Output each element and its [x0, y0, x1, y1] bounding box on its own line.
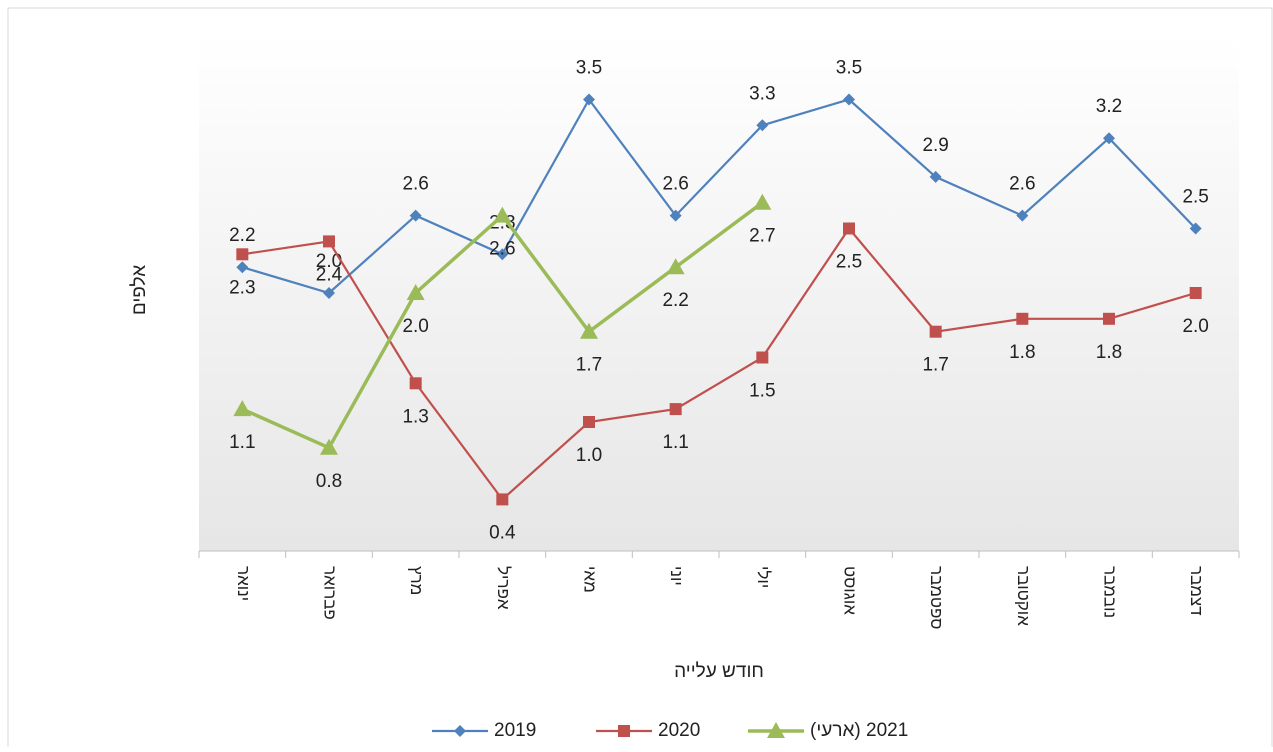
marker — [1016, 312, 1029, 325]
data-label: 1.1 — [662, 432, 688, 453]
marker — [1189, 287, 1202, 299]
marker — [1103, 132, 1115, 145]
marker — [323, 235, 335, 248]
marker — [1103, 312, 1115, 325]
data-label: 0.8 — [316, 471, 342, 492]
marker — [1189, 222, 1202, 235]
legend-label: 2020 — [658, 720, 700, 741]
marker — [236, 261, 249, 274]
marker — [669, 403, 682, 416]
legend-label: 2019 — [494, 720, 536, 741]
data-label: 2.2 — [662, 290, 688, 311]
data-label: 1.3 — [402, 406, 428, 427]
x-tick-label: פברואר — [321, 566, 340, 620]
data-label: 1.7 — [576, 355, 602, 376]
data-label: 1.1 — [229, 432, 255, 453]
x-tick-label: מאי — [581, 566, 600, 593]
data-label: 1.8 — [1096, 342, 1122, 363]
x-tick-label: דצמבר — [1187, 566, 1206, 616]
marker — [454, 725, 466, 737]
x-tick-label: אפריל — [494, 566, 513, 610]
marker — [496, 493, 509, 506]
data-label: 2.0 — [1182, 316, 1208, 337]
marker — [756, 351, 769, 364]
data-label: 2.5 — [836, 252, 862, 273]
data-label: 2.5 — [1182, 187, 1208, 208]
marker — [236, 248, 249, 261]
data-label: 2.7 — [749, 226, 775, 247]
x-tick-label: אוקטובר — [1014, 566, 1033, 626]
marker — [233, 400, 252, 417]
x-tick-label: נובמבר — [1101, 566, 1120, 618]
data-label: 2.6 — [489, 239, 515, 260]
marker — [496, 248, 509, 261]
data-label: 3.3 — [749, 83, 775, 104]
data-label: 2.6 — [1009, 174, 1035, 195]
marker — [618, 725, 630, 737]
data-label: 2.3 — [489, 212, 515, 233]
data-label: 3.2 — [1096, 96, 1122, 117]
data-label: 2.2 — [229, 225, 255, 246]
x-axis-label: חודש עלייה — [674, 661, 764, 682]
marker — [767, 722, 785, 738]
x-tick-label: ספטמבר — [927, 566, 946, 629]
x-tick-label: ינואר — [234, 566, 253, 601]
data-label: 2.0 — [316, 251, 342, 272]
marker — [669, 209, 682, 222]
data-label: 1.5 — [749, 381, 775, 402]
marker — [929, 325, 942, 338]
data-label: 2.4 — [316, 264, 343, 285]
marker — [666, 258, 685, 275]
marker — [493, 206, 512, 223]
data-label: 1.8 — [1009, 342, 1035, 363]
marker — [320, 438, 338, 455]
data-label: 3.5 — [836, 58, 862, 79]
marker — [583, 93, 595, 106]
legend-label: 2021 (ארעי) — [810, 720, 908, 741]
marker — [409, 209, 422, 222]
data-label: 0.4 — [489, 522, 516, 543]
data-label: 3.5 — [576, 58, 602, 79]
y-axis-label: אלפים — [129, 265, 150, 315]
data-label: 2.0 — [402, 316, 428, 337]
x-tick-label: יולי — [754, 566, 773, 588]
marker — [323, 287, 335, 299]
data-label: 2.9 — [922, 135, 948, 156]
data-label: 2.3 — [229, 277, 255, 298]
data-label: 2.6 — [662, 174, 688, 195]
x-tick-label: יוני — [667, 566, 686, 586]
marker — [409, 377, 422, 390]
x-tick-label: אוגוסט — [841, 566, 860, 615]
series-line — [242, 226, 1196, 502]
x-tick-label: מרץ — [407, 566, 426, 595]
marker — [1016, 209, 1029, 222]
data-label: 1.0 — [576, 445, 602, 466]
series-line — [242, 97, 1197, 295]
data-label: 2.6 — [402, 174, 428, 195]
data-label: 1.7 — [922, 355, 948, 376]
marker — [843, 222, 855, 235]
marker — [406, 284, 425, 300]
marker — [756, 119, 769, 132]
plot-area — [199, 35, 1239, 551]
marker — [843, 93, 855, 106]
marker — [583, 416, 595, 428]
marker — [753, 193, 772, 210]
marker — [580, 322, 598, 339]
marker — [929, 170, 942, 183]
